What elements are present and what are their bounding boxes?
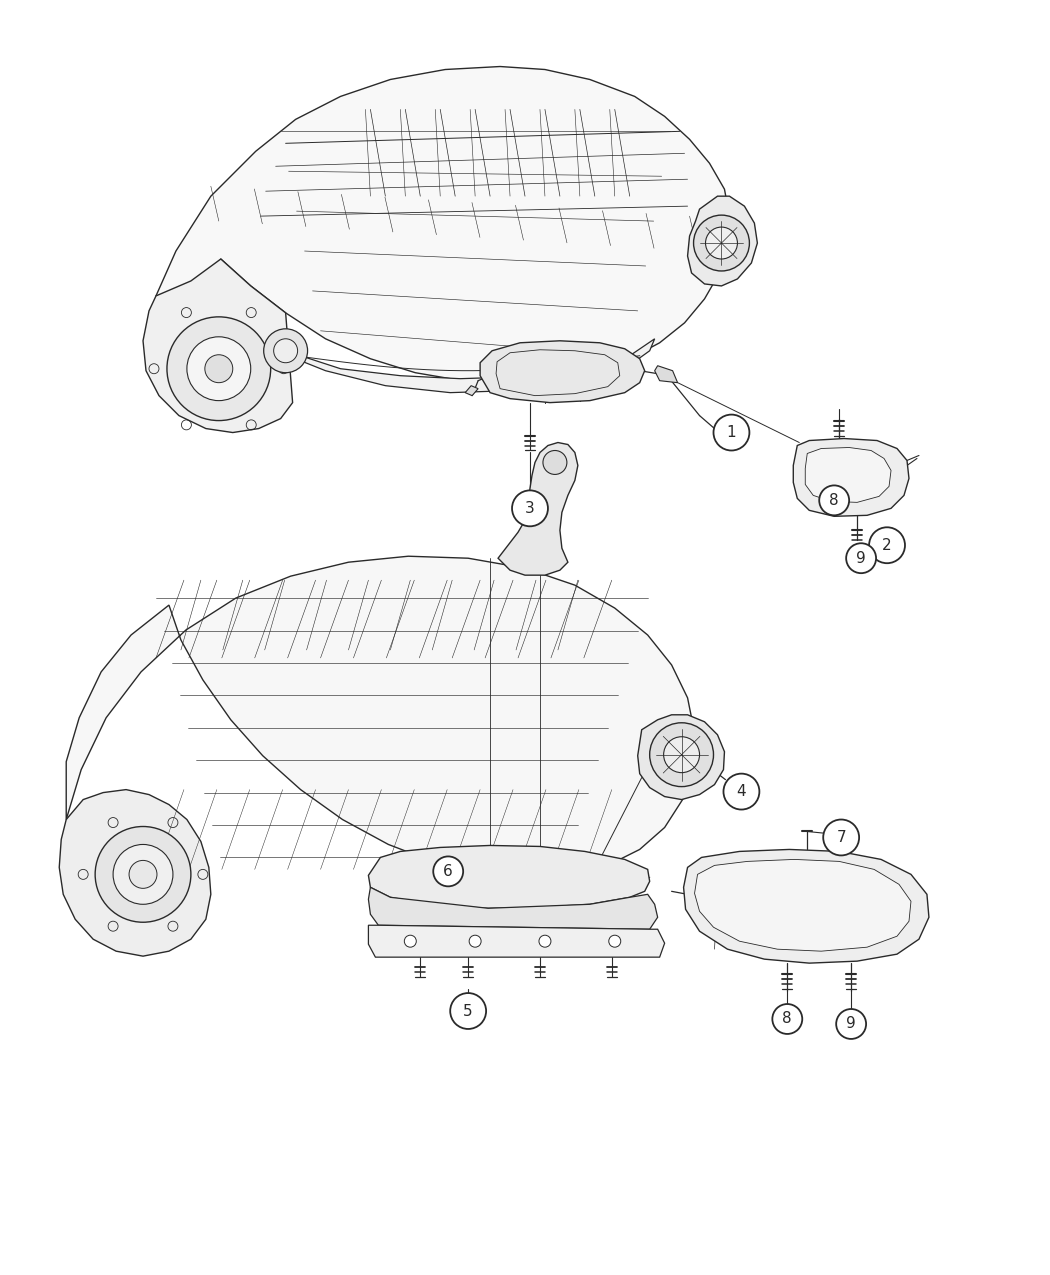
Circle shape — [869, 528, 905, 564]
Text: 9: 9 — [856, 551, 866, 566]
Circle shape — [539, 935, 551, 947]
Circle shape — [773, 1003, 802, 1034]
Circle shape — [96, 826, 191, 922]
Circle shape — [113, 844, 173, 904]
Text: 6: 6 — [443, 864, 454, 878]
Circle shape — [512, 491, 548, 527]
Polygon shape — [296, 339, 654, 393]
Text: 5: 5 — [463, 1003, 472, 1019]
Circle shape — [650, 723, 714, 787]
Text: 8: 8 — [830, 493, 839, 507]
Polygon shape — [369, 926, 665, 958]
Circle shape — [469, 935, 481, 947]
Circle shape — [434, 857, 463, 886]
Circle shape — [264, 329, 308, 372]
Polygon shape — [480, 340, 645, 403]
Polygon shape — [688, 196, 757, 286]
Polygon shape — [59, 789, 211, 956]
Circle shape — [129, 861, 158, 889]
Circle shape — [404, 935, 416, 947]
Text: 8: 8 — [782, 1011, 792, 1026]
Circle shape — [823, 820, 859, 856]
Polygon shape — [156, 66, 730, 382]
Circle shape — [694, 215, 750, 272]
Circle shape — [187, 337, 251, 400]
Text: 4: 4 — [737, 784, 747, 799]
Circle shape — [846, 543, 876, 574]
Circle shape — [836, 1009, 866, 1039]
Circle shape — [723, 774, 759, 810]
Polygon shape — [369, 887, 657, 929]
Circle shape — [167, 317, 271, 421]
Text: 2: 2 — [882, 538, 891, 553]
Text: 3: 3 — [525, 501, 534, 516]
Text: 9: 9 — [846, 1016, 856, 1031]
Circle shape — [274, 339, 297, 362]
Circle shape — [543, 450, 567, 474]
Polygon shape — [805, 448, 891, 502]
Polygon shape — [465, 385, 478, 395]
Text: 7: 7 — [837, 830, 846, 845]
Polygon shape — [654, 366, 677, 382]
Circle shape — [609, 935, 621, 947]
Polygon shape — [794, 439, 909, 516]
Polygon shape — [637, 715, 724, 799]
Circle shape — [664, 737, 699, 773]
Circle shape — [714, 414, 750, 450]
Circle shape — [205, 354, 233, 382]
Circle shape — [706, 227, 737, 259]
Polygon shape — [684, 849, 929, 963]
Polygon shape — [694, 859, 911, 951]
Polygon shape — [369, 845, 650, 908]
Polygon shape — [143, 259, 293, 432]
Circle shape — [819, 486, 849, 515]
Polygon shape — [498, 442, 578, 575]
Polygon shape — [66, 556, 694, 877]
Text: 1: 1 — [727, 425, 736, 440]
Circle shape — [450, 993, 486, 1029]
